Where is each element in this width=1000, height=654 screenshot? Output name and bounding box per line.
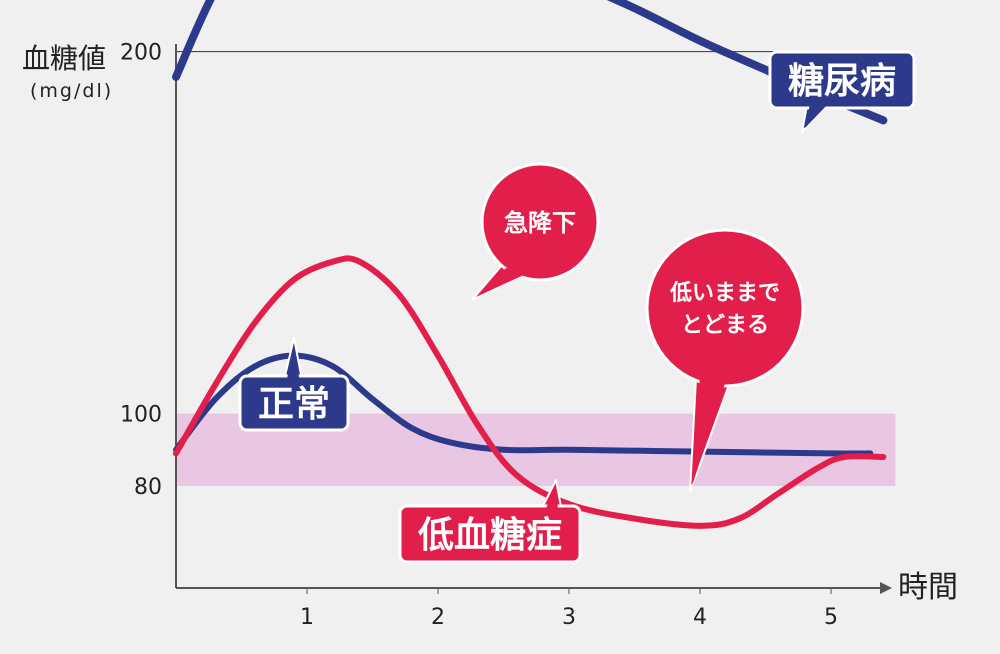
bubble-stays-low-line1: 低いままで bbox=[669, 281, 780, 306]
bubble-stays-low: 低いままで とどまる bbox=[645, 228, 805, 493]
bubble-rapid-drop: 急降下 bbox=[471, 162, 600, 301]
y-tick-label: 80 bbox=[134, 475, 162, 500]
x-tick-label: 1 bbox=[300, 605, 314, 630]
bubble-stays-low-line2: とどまる bbox=[681, 313, 769, 338]
series-line-diabetes bbox=[172, 0, 888, 125]
label-diabetes-text: 糖尿病 bbox=[788, 61, 896, 102]
y-tick-label: 200 bbox=[120, 41, 162, 66]
label-hypoglycemia-text: 低血糖症 bbox=[418, 515, 562, 556]
series-line-normal bbox=[173, 352, 874, 457]
x-tick-label: 2 bbox=[431, 605, 445, 630]
label-diabetes: 糖尿病 bbox=[768, 50, 916, 133]
x-tick-label: 5 bbox=[824, 605, 838, 630]
y-tick-label: 100 bbox=[120, 403, 162, 428]
x-tick-label: 3 bbox=[562, 605, 576, 630]
y-axis-unit: (mg/dl) bbox=[30, 80, 113, 102]
bubble-rapid-drop-text: 急降下 bbox=[504, 209, 576, 237]
x-tick-labels: 1 2 3 4 5 bbox=[300, 588, 838, 630]
x-axis-title: 時間 bbox=[898, 570, 958, 605]
x-tick-label: 4 bbox=[693, 605, 707, 630]
label-normal-text: 正常 bbox=[258, 384, 330, 425]
series-line-hypoglycemia bbox=[173, 255, 887, 529]
y-tick-labels: 80 100 200 bbox=[120, 41, 162, 500]
label-hypoglycemia: 低血糖症 bbox=[398, 479, 582, 564]
x-axis-arrow bbox=[880, 582, 892, 594]
y-axis-title: 血糖値 bbox=[22, 42, 106, 75]
label-normal: 正常 bbox=[238, 337, 350, 432]
